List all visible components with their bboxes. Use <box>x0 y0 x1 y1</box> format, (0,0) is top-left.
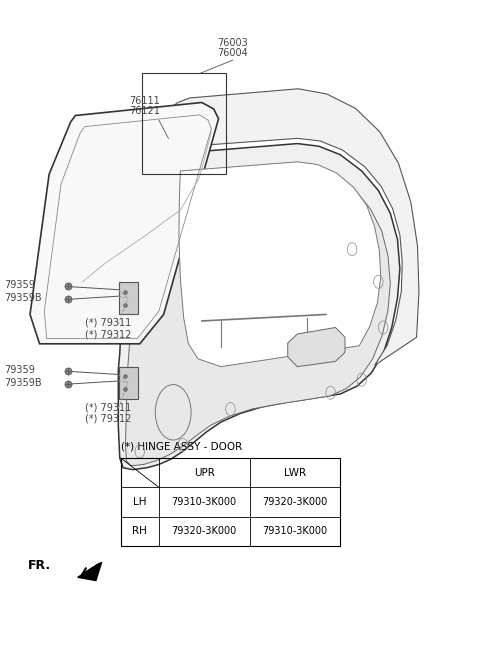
Text: RH: RH <box>132 527 147 536</box>
Text: 79310-3K000: 79310-3K000 <box>172 497 237 507</box>
Bar <box>119 367 138 400</box>
Text: (*) 79312: (*) 79312 <box>85 414 131 424</box>
Bar <box>142 73 226 174</box>
Polygon shape <box>30 102 218 344</box>
Text: 79320-3K000: 79320-3K000 <box>171 527 237 536</box>
Polygon shape <box>179 162 381 367</box>
Text: 79359B: 79359B <box>4 293 41 303</box>
Text: 76121: 76121 <box>129 106 160 116</box>
Text: 79320-3K000: 79320-3K000 <box>262 497 327 507</box>
Text: FR.: FR. <box>28 559 51 572</box>
Bar <box>120 458 340 546</box>
Text: (*) 79311: (*) 79311 <box>85 317 131 328</box>
Text: 76111: 76111 <box>129 96 160 107</box>
Text: LWR: LWR <box>284 468 306 477</box>
Text: 79310-3K000: 79310-3K000 <box>262 527 327 536</box>
Text: 76004: 76004 <box>217 48 248 58</box>
Polygon shape <box>125 164 390 466</box>
Polygon shape <box>140 89 419 365</box>
Bar <box>119 282 138 314</box>
Text: (*) 79312: (*) 79312 <box>85 329 131 339</box>
Polygon shape <box>288 328 345 367</box>
Text: (*) HINGE ASSY - DOOR: (*) HINGE ASSY - DOOR <box>120 441 242 451</box>
Text: 79359: 79359 <box>4 280 35 290</box>
Text: UPR: UPR <box>194 468 215 477</box>
Text: (*) 79311: (*) 79311 <box>85 402 131 412</box>
Polygon shape <box>78 562 102 580</box>
Text: 76003: 76003 <box>217 38 248 48</box>
Text: 79359: 79359 <box>4 365 35 375</box>
Polygon shape <box>118 143 400 470</box>
Text: 79359B: 79359B <box>4 378 41 388</box>
Text: LH: LH <box>133 497 146 507</box>
